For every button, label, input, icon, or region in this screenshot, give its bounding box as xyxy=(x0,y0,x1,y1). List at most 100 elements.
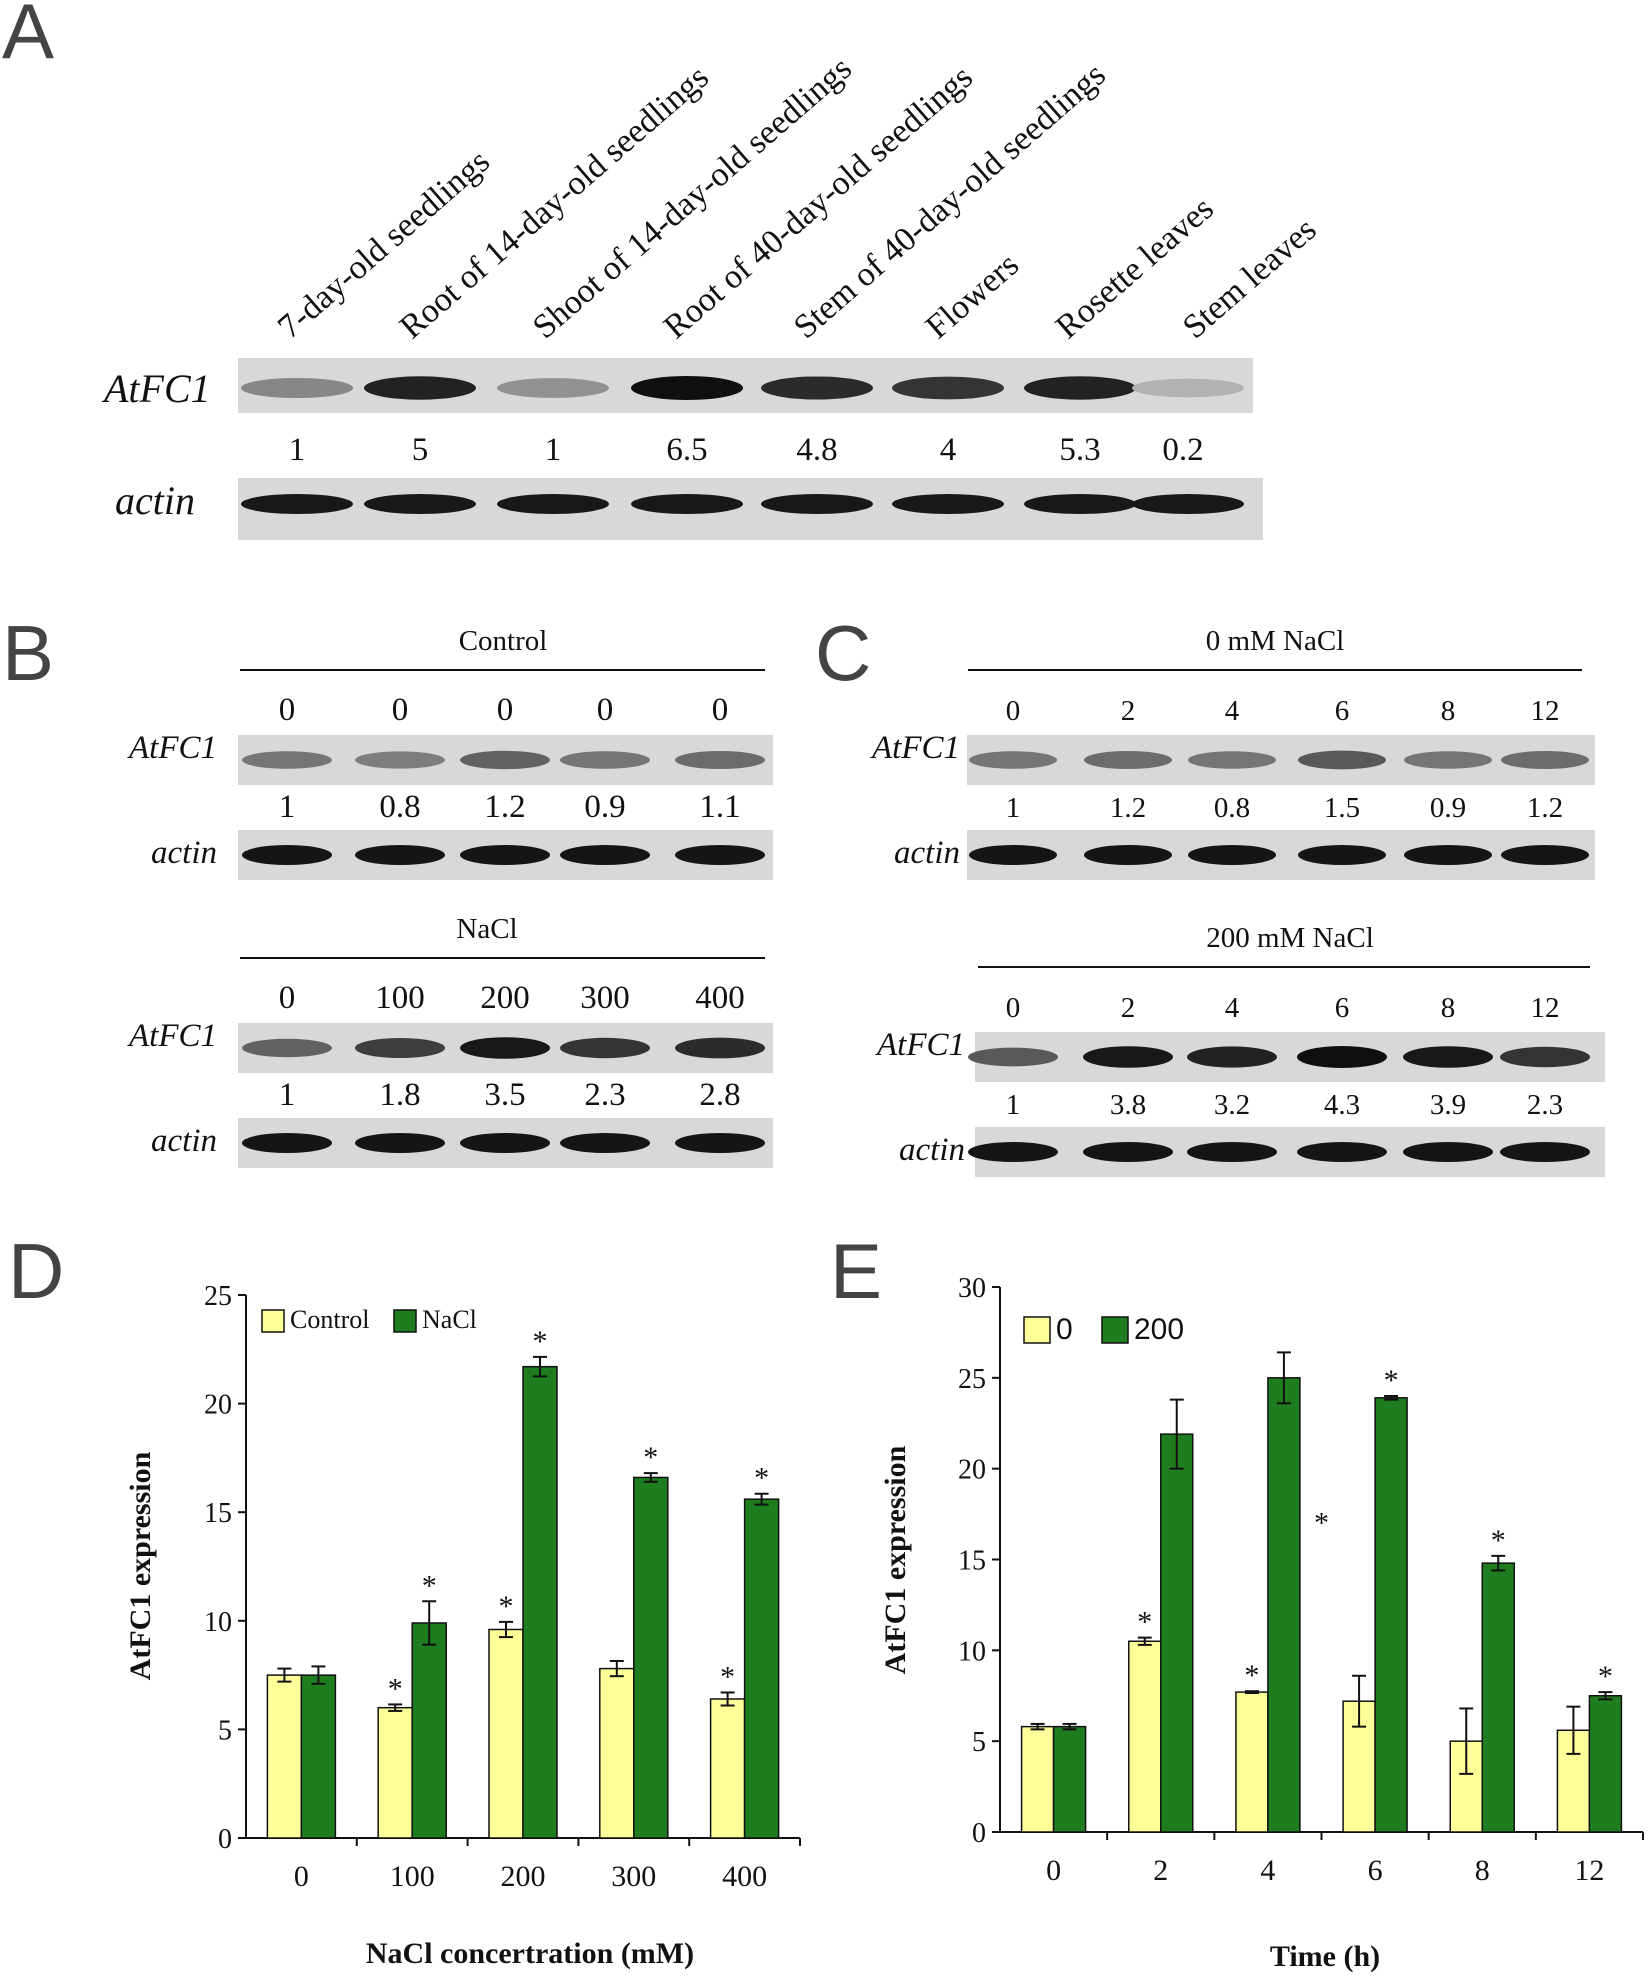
atfc1-band xyxy=(1083,1046,1173,1068)
gene-label-atfc1: AtFC1 xyxy=(870,730,960,766)
x-tick-label: 300 xyxy=(611,1860,656,1893)
gel-header: Control xyxy=(459,625,548,657)
legend-swatch xyxy=(261,1309,285,1333)
gel-header: NaCl xyxy=(456,913,517,945)
actin-band xyxy=(1297,1142,1387,1162)
legend-label: 200 xyxy=(1134,1313,1184,1346)
actin-band xyxy=(1083,1142,1173,1162)
actin-band xyxy=(892,494,1004,514)
y-tick-label: 15 xyxy=(958,1546,986,1577)
bar-200 xyxy=(1374,1397,1408,1833)
bar-nacl xyxy=(743,1498,780,1839)
bar-control xyxy=(599,1667,635,1839)
quant-value: 4 xyxy=(940,432,957,468)
actin-band xyxy=(560,845,650,865)
significance-star: * xyxy=(643,1441,658,1474)
actin-band xyxy=(1084,845,1172,865)
panel-letter-e: E xyxy=(830,1227,882,1315)
atfc1-band xyxy=(560,751,650,769)
significance-star: * xyxy=(754,1462,769,1495)
actin-band xyxy=(560,1133,650,1153)
panel-d-chart: 0 5 10 15 20 25 0 100 * * 200 * * 300 * 400 * * Control NaC… xyxy=(124,1281,801,1970)
lane-number: 8 xyxy=(1441,992,1456,1024)
legend-label: Control xyxy=(290,1305,369,1334)
legend-label: 0 xyxy=(1056,1313,1073,1346)
quant-value: 1.8 xyxy=(379,1077,420,1113)
quant-value: 0.8 xyxy=(1214,792,1250,824)
x-tick-label: 8 xyxy=(1475,1854,1490,1887)
actin-band xyxy=(1187,1142,1277,1162)
atfc1-gel-strip xyxy=(967,735,1595,785)
lane-number: 0 xyxy=(597,692,614,728)
bar-200 xyxy=(1481,1562,1515,1833)
panel-e-chart: 0 5 10 15 20 25 30 0 2 * 4 * 6 * 8 * 12 * * 0 200 Time (h) AtF… xyxy=(879,1273,1644,1973)
atfc1-band xyxy=(1298,750,1386,770)
x-axis-title: NaCl concertration (mM) xyxy=(366,1937,694,1970)
y-axis-title: AtFC1 expression xyxy=(124,1451,157,1680)
bar-control xyxy=(709,1698,746,1839)
actin-band xyxy=(1403,1142,1493,1162)
quant-value: 2.3 xyxy=(1527,1089,1563,1121)
bar-control xyxy=(377,1706,413,1839)
y-tick-label: 0 xyxy=(972,1818,986,1849)
actin-band xyxy=(1298,845,1386,865)
quant-value: 0.2 xyxy=(1162,432,1203,468)
gel-header: 0 mM NaCl xyxy=(1206,625,1345,657)
lane-number: 2 xyxy=(1121,992,1136,1024)
panel-letter-a: A xyxy=(2,0,54,75)
legend-swatch xyxy=(1101,1316,1129,1344)
actin-band xyxy=(1188,845,1276,865)
actin-band xyxy=(242,845,332,865)
quant-value: 3.5 xyxy=(484,1077,525,1113)
lane-number: 6 xyxy=(1335,992,1350,1024)
quant-value: 0.9 xyxy=(584,789,625,825)
atfc1-band xyxy=(675,751,765,769)
actin-band xyxy=(364,494,476,514)
bar-200 xyxy=(1267,1377,1301,1833)
actin-band xyxy=(355,1133,445,1153)
quant-value: 1 xyxy=(289,432,306,468)
atfc1-band xyxy=(969,751,1057,769)
atfc1-band xyxy=(460,1037,550,1059)
atfc1-band xyxy=(241,377,353,399)
atfc1-band xyxy=(1024,376,1136,400)
significance-star: * xyxy=(422,1569,437,1602)
actin-band xyxy=(1501,845,1589,865)
atfc1-band xyxy=(242,751,332,769)
x-tick-label: 12 xyxy=(1574,1854,1604,1887)
quant-value: 1 xyxy=(1006,792,1021,824)
x-tick-label: 200 xyxy=(501,1860,546,1893)
significance-star: * xyxy=(1244,1659,1259,1692)
bar-200 xyxy=(1160,1433,1194,1833)
x-tick-label: 0 xyxy=(1046,1854,1061,1887)
atfc1-band xyxy=(1500,1046,1590,1068)
y-tick-label: 20 xyxy=(204,1390,232,1421)
bar-200 xyxy=(1588,1695,1623,1833)
bar-nacl xyxy=(633,1476,669,1839)
actin-band xyxy=(497,494,609,514)
lane-number: 0 xyxy=(1006,992,1021,1024)
y-tick-label: 25 xyxy=(204,1281,232,1312)
lane-number: 0 xyxy=(279,980,296,1016)
significance-star: * xyxy=(1491,1524,1506,1557)
actin-band xyxy=(460,1133,550,1153)
lane-label-6: Flowers xyxy=(919,246,1026,346)
bar-200 xyxy=(1052,1725,1087,1833)
y-tick-label: 20 xyxy=(958,1455,986,1486)
legend-swatch xyxy=(1023,1316,1051,1344)
lane-number: 12 xyxy=(1531,695,1560,727)
x-tick-label: 4 xyxy=(1260,1854,1275,1887)
lane-number: 6 xyxy=(1335,695,1350,727)
gene-label-actin: actin xyxy=(151,835,217,871)
atfc1-band xyxy=(560,1037,650,1059)
quant-value: 6.5 xyxy=(666,432,707,468)
panel-letter-d: D xyxy=(8,1227,64,1315)
atfc1-band xyxy=(761,376,873,400)
quant-value: 2.8 xyxy=(699,1077,740,1113)
significance-star: * xyxy=(720,1660,735,1693)
actin-band xyxy=(1132,494,1244,514)
x-tick-label: 2 xyxy=(1153,1854,1168,1887)
y-tick-label: 30 xyxy=(958,1273,986,1304)
